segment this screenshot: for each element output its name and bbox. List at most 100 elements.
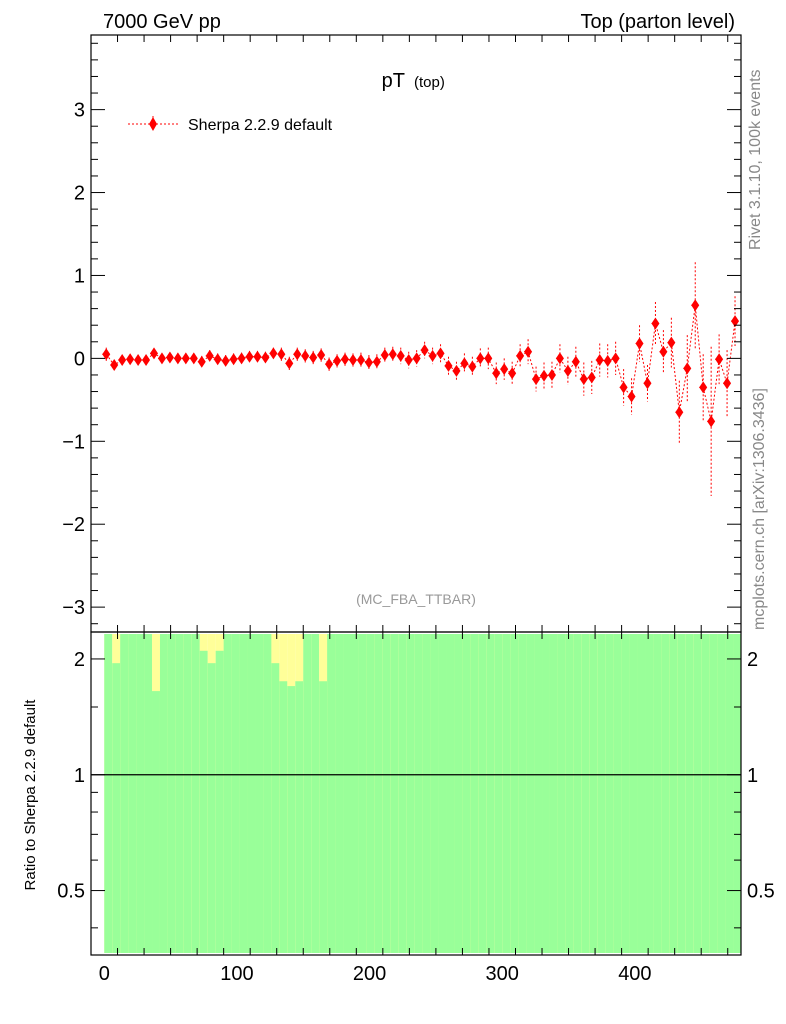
ratio-inner-band [534,634,543,953]
ratio-inner-band [199,650,208,953]
ratio-inner-band [701,634,710,953]
rivet-version-label: Rivet 3.1.10, 100k events [747,69,764,250]
ratio-inner-band [526,634,535,953]
ratio-inner-band [231,634,240,953]
data-point [333,354,342,367]
data-point [412,352,421,365]
ratio-inner-band [733,634,741,953]
ratio-inner-band [645,634,654,953]
y-tick-label: −3 [62,597,85,619]
ratio-inner-band [589,634,598,953]
data-point [651,317,660,330]
data-point [715,353,724,366]
data-point [540,369,549,382]
ratio-inner-band [335,634,344,953]
main-panel: −3 −2 −1 0 1 2 3 pT (top) (MC_FBA_TTBAR) Sherp… [62,34,742,633]
data-point [643,377,652,390]
ratio-inner-band [152,691,160,953]
data-point [675,406,684,419]
ratio-y-tick-label: 0.5 [57,881,85,903]
error-bars [102,262,740,497]
data-point [444,359,453,372]
header-left: 7000 GeV pp [103,11,221,33]
data-point [388,348,397,361]
ratio-ylabel: Ratio to Sherpa 2.2.9 default [22,699,39,891]
ratio-inner-band [263,634,272,953]
ratio-inner-band [311,634,320,953]
data-point [587,371,596,384]
ratio-inner-band [239,634,248,953]
data-point [396,349,405,362]
data-point [221,354,230,367]
data-point [707,415,716,428]
ratio-axes: 0 100 200 300 400 0.5 0.5 1 1 2 2 [57,631,775,985]
x-tick-label: 300 [486,963,519,985]
ratio-inner-band [557,634,566,953]
data-point [364,356,373,369]
data-point [285,357,294,370]
ratio-inner-band [565,634,574,953]
ratio-inner-band [183,634,192,953]
data-point [309,351,318,364]
data-point [229,353,238,366]
data-point [667,336,676,349]
ratio-inner-band [621,634,630,953]
y-tick-label: 3 [74,100,85,122]
ratio-inner-band [502,634,511,953]
data-point [181,352,190,365]
data-point [197,355,206,368]
mcplots-label: mcplots.cern.ch [arXiv:1306.3436] [751,388,768,630]
ratio-inner-band [637,634,646,953]
ratio-y-tick-label-right: 2 [747,649,758,671]
ratio-inner-band [295,681,304,953]
ratio-inner-band [255,634,264,953]
data-point [492,367,501,380]
ratio-inner-band [725,634,734,953]
legend: Sherpa 2.2.9 default [128,116,333,134]
ratio-inner-band [136,634,145,953]
ratio-inner-band [327,634,336,953]
header-right: Top (parton level) [580,11,735,33]
data-point [356,354,365,367]
data-point [102,348,111,361]
data-point [555,352,564,365]
ratio-inner-band [629,634,638,953]
ratio-inner-band [597,634,606,953]
data-point [532,373,541,386]
ratio-inner-band [366,634,375,953]
data-point [253,350,262,363]
ratio-inner-band [446,634,455,953]
data-point [627,390,636,403]
data-point [516,349,525,362]
y-tick-label: 1 [74,265,85,287]
data-point [277,348,286,361]
data-point [118,354,127,367]
ratio-inner-band [430,634,439,953]
data-point [150,347,159,360]
ratio-bands [91,634,741,953]
data-point [213,353,222,366]
ratio-inner-band [581,634,590,953]
data-point [579,373,588,386]
data-point [269,347,278,360]
data-markers [102,299,740,428]
data-point [547,368,556,381]
ratio-inner-band [279,681,288,953]
data-point [524,345,533,358]
data-point [571,355,580,368]
ratio-inner-band [247,634,256,953]
ratio-inner-band [470,634,479,953]
ratio-inner-band [159,634,168,953]
data-point [245,350,254,363]
ratio-inner-band [693,634,702,953]
data-point [173,352,182,365]
data-point [659,345,668,358]
data-point [237,352,246,365]
analysis-label: (MC_FBA_TTBAR) [356,591,476,607]
data-point [317,349,326,362]
ratio-inner-band [438,634,447,953]
ratio-inner-band [422,634,431,953]
data-point [293,348,302,361]
ratio-inner-band [128,634,137,953]
